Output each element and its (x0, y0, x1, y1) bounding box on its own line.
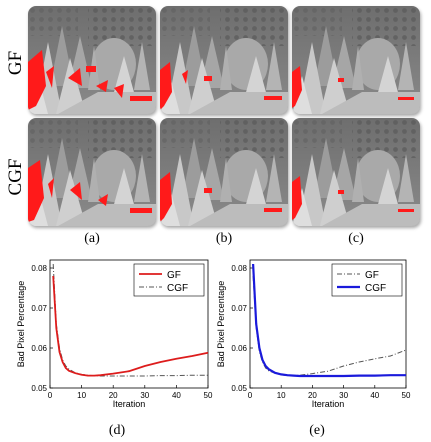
x-axis-label: Iteration (312, 399, 345, 409)
x-tick-label: 10 (77, 391, 86, 400)
disparity-map-gf-a (28, 6, 156, 114)
bad-pixel-regions (28, 50, 152, 110)
series-line-gf (52, 275, 209, 377)
y-tick-label: 0.06 (31, 344, 47, 353)
legend-label-gf: GF (365, 270, 379, 281)
x-tick-label: 40 (370, 391, 379, 400)
bad-pixel-regions (160, 62, 282, 110)
bad-pixel-regions (160, 172, 282, 222)
y-tick-label: 0.06 (231, 344, 247, 353)
x-tick-label: 50 (204, 391, 213, 400)
bad-pixel-regions (292, 176, 414, 220)
panel-label-b: (b) (215, 231, 233, 246)
series-line-cgf (252, 263, 406, 378)
x-tick-label: 20 (308, 391, 317, 400)
disparity-map-gf-c (292, 6, 420, 114)
y-tick-label: 0.07 (31, 304, 47, 313)
legend-box (133, 263, 205, 297)
disparity-map-gf-b (160, 6, 288, 114)
legend-label-cgf: CGF (167, 283, 188, 294)
legend: GF CGF (331, 263, 403, 297)
y-tick-label: 0.08 (31, 264, 47, 273)
disparity-map-cgf-c (292, 118, 420, 226)
legend-label-gf: GF (167, 270, 181, 281)
x-tick-label: 10 (277, 391, 286, 400)
x-tick-label: 40 (172, 391, 181, 400)
y-axis-label: Bad Pixel Percentage (216, 281, 226, 368)
x-tick-label: 0 (248, 391, 253, 400)
disparity-map-cgf-a (28, 118, 156, 226)
row-label-cgf: CGF (5, 158, 26, 196)
y-tick-label: 0.08 (231, 264, 247, 273)
panel-label-c: (c) (348, 231, 364, 246)
y-axis-label: Bad Pixel Percentage (16, 281, 26, 368)
panel-label-a: (a) (84, 231, 100, 246)
disparity-map-cgf-b (160, 118, 288, 226)
x-axis-label: Iteration (113, 399, 146, 409)
y-tick-label: 0.07 (231, 304, 247, 313)
x-tick-label: 20 (109, 391, 118, 400)
line-chart-d: 0.05 0.06 0.07 0.08 0 10 20 30 40 50 Iteration Bad … (16, 259, 213, 409)
x-tick-label: 30 (140, 391, 149, 400)
legend-label-cgf: CGF (365, 283, 386, 294)
panel-label-e: (e) (309, 423, 325, 438)
bad-pixel-regions (292, 66, 414, 108)
x-tick-label: 0 (48, 391, 53, 400)
row-label-gf: GF (5, 50, 26, 76)
legend-box (331, 263, 403, 297)
legend: GF CGF (133, 263, 205, 297)
line-chart-e: 0.05 0.06 0.07 0.08 0 10 20 30 40 50 Iteration Bad … (216, 259, 411, 409)
y-tick-label: 0.05 (31, 384, 47, 393)
bad-pixel-regions (28, 160, 152, 222)
x-tick-label: 30 (339, 391, 348, 400)
panel-label-d: (d) (108, 423, 126, 438)
x-tick-label: 50 (402, 391, 411, 400)
y-tick-label: 0.05 (231, 384, 247, 393)
